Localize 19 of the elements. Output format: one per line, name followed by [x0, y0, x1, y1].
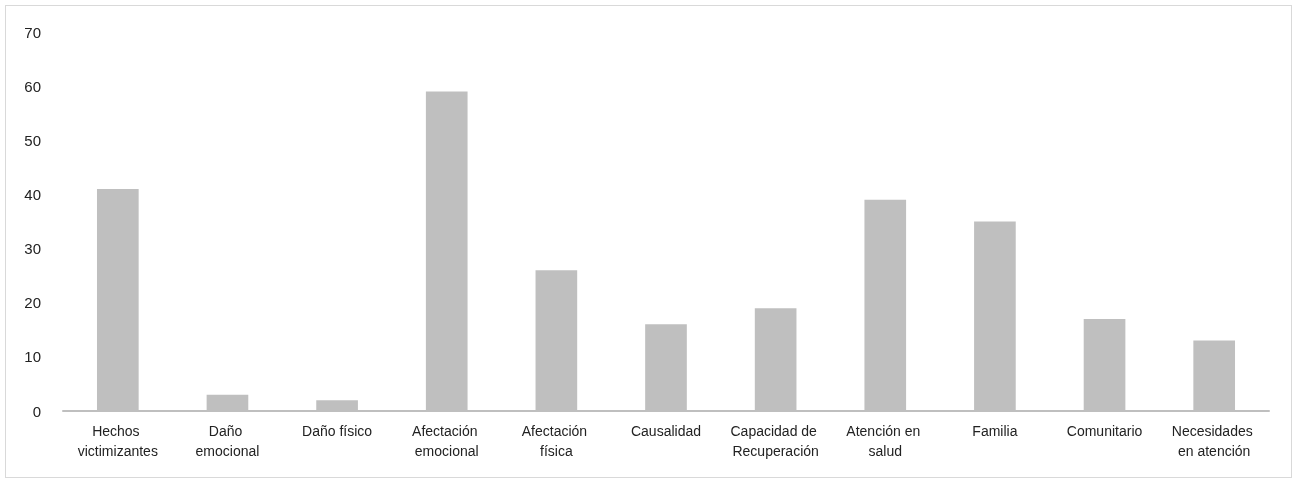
x-tick-label: Causalidad	[630, 423, 702, 439]
y-tick-label: 0	[32, 402, 41, 420]
x-tick-label: Familia	[972, 423, 1018, 439]
x-tick-label: Afectación emocional	[412, 423, 482, 459]
y-tick-label: 10	[24, 348, 41, 366]
x-tick-label: Necesidades en atención	[1171, 423, 1257, 459]
x-tick-label: Atención en salud	[846, 423, 925, 459]
y-tick-label: 50	[24, 131, 41, 149]
x-tick-label: Comunitario	[1066, 423, 1143, 439]
y-tick-label: 60	[24, 77, 41, 95]
y-tick-label: 70	[24, 23, 41, 41]
x-tick-label: Afectación física	[521, 423, 591, 459]
x-tick-label: Daño físico	[302, 423, 373, 439]
x-tick-label: Hechos victimizantes	[77, 423, 158, 459]
x-tick-label: Capacidad de Recuperación	[730, 423, 821, 459]
y-tick-label: 40	[24, 185, 41, 203]
x-tick-label: Daño emocional	[195, 423, 260, 459]
y-tick-label: 30	[24, 240, 41, 258]
y-tick-label: 20	[24, 294, 41, 312]
